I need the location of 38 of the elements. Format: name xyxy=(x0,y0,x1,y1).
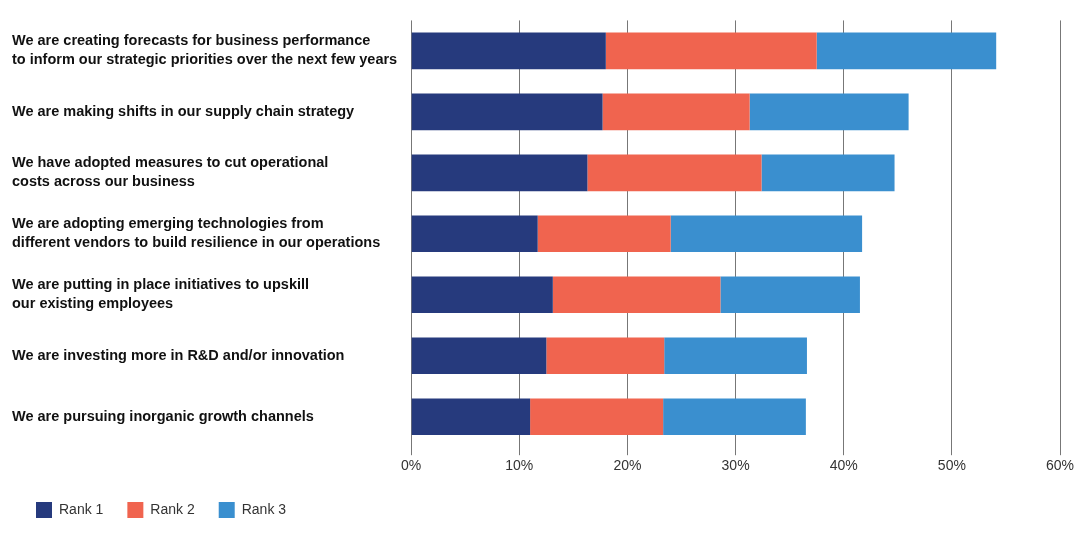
y-tick-label: We are making shifts in our supply chain strategy xyxy=(12,102,355,119)
y-tick-label: We are investing more in R&D and/or innovation xyxy=(12,346,345,363)
bar xyxy=(552,276,721,314)
y-tick-label: We have adopted measures to cut operational costs across our business xyxy=(12,154,329,190)
x-tick-label: 50% xyxy=(937,457,966,474)
y-tick-label: We are adopting emerging technologies from different vendors to build resilience in our operations xyxy=(12,215,381,251)
bar xyxy=(663,398,806,436)
bar xyxy=(602,93,750,131)
bar xyxy=(411,276,553,314)
x-tick-label: 10% xyxy=(505,457,534,474)
bar xyxy=(411,154,588,192)
bar xyxy=(587,154,762,192)
bar xyxy=(664,337,807,375)
bar xyxy=(411,398,531,436)
x-tick-label: 30% xyxy=(721,457,750,474)
bar xyxy=(411,32,606,70)
bar xyxy=(530,398,664,436)
bar xyxy=(411,215,538,253)
x-tick-label: 60% xyxy=(1045,457,1075,474)
bar xyxy=(749,93,909,131)
legend-label: Rank 2 xyxy=(150,500,195,517)
legend-label: Rank 1 xyxy=(59,500,104,517)
bar xyxy=(546,337,665,375)
bar xyxy=(605,32,817,70)
x-tick-label: 0% xyxy=(401,457,422,474)
legend-label: Rank 3 xyxy=(241,500,287,517)
bar xyxy=(670,215,863,253)
bar xyxy=(411,93,603,131)
bar xyxy=(537,215,671,253)
bar xyxy=(411,337,547,375)
y-tick-label: We are creating forecasts for business performance to inform our strategic priorities over the next few years xyxy=(12,32,398,68)
y-tick-label: We are pursuing inorganic growth channels xyxy=(12,407,314,424)
y-tick-label: We are putting in place initiatives to upskill our existing employees xyxy=(12,276,310,312)
x-tick-label: 40% xyxy=(829,457,858,474)
bar xyxy=(720,276,860,314)
bar xyxy=(761,154,895,192)
x-tick-label: 20% xyxy=(613,457,642,474)
bar xyxy=(816,32,997,70)
